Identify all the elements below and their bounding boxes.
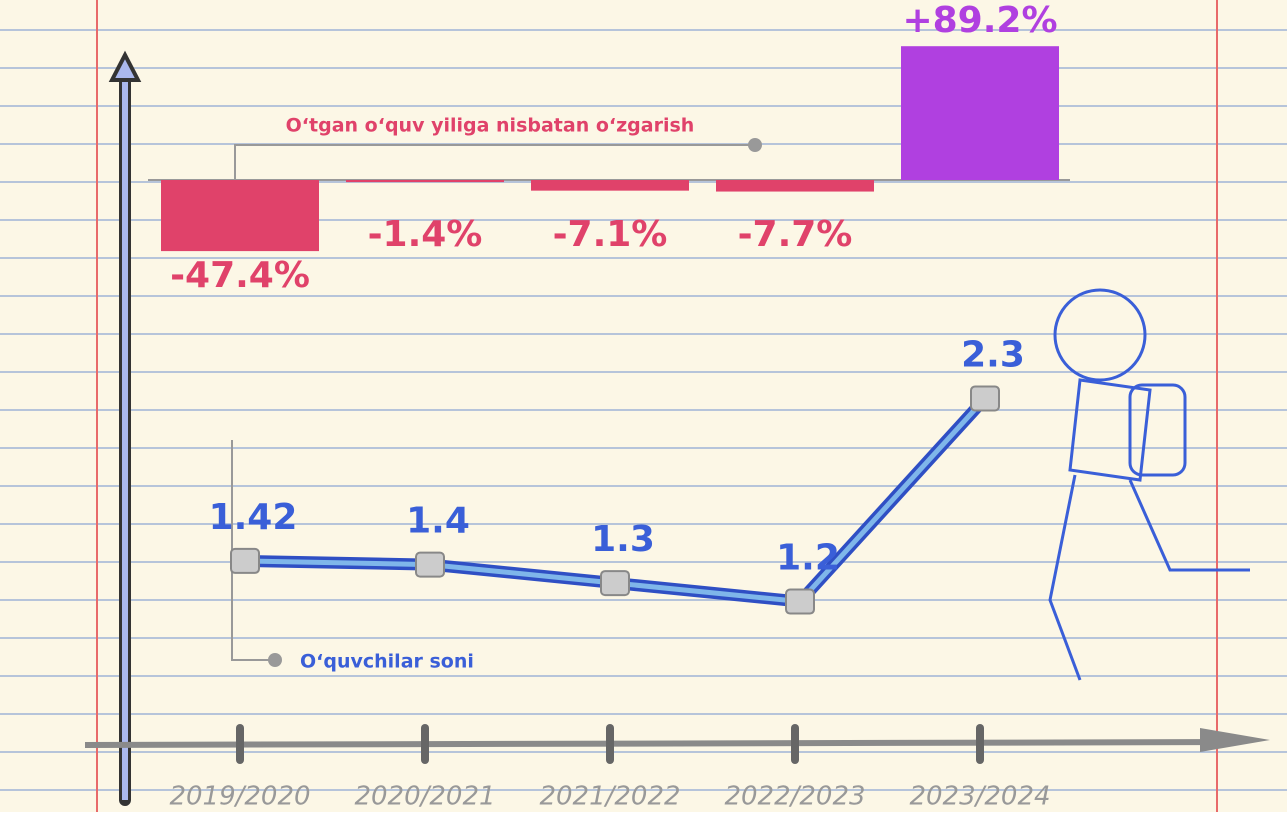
bar <box>346 180 504 183</box>
pencil-eraser <box>415 551 445 578</box>
legend-leader <box>234 144 755 180</box>
point-value-label: 2.3 <box>961 334 1025 375</box>
point-value-label: 1.3 <box>591 519 655 560</box>
point-value-label: 1.4 <box>406 501 470 542</box>
bar-value-label: -47.4% <box>170 255 310 296</box>
bar-value-label: -7.1% <box>553 214 668 255</box>
boy-sketch <box>1048 288 1250 681</box>
pencil-eraser <box>970 385 1000 412</box>
pencil-eraser <box>785 588 815 615</box>
bar <box>901 46 1059 181</box>
line-legend: O‘quvchilar soni <box>300 651 474 673</box>
bar-value-label: +89.2% <box>902 0 1057 41</box>
legend-dot <box>268 653 282 667</box>
x-tick-label: 2023/2024 <box>909 782 1050 812</box>
x-tick-label: 2020/2021 <box>354 782 495 812</box>
bar-legend: O‘tgan o‘quv yiliga nisbatan o‘zgarish <box>286 115 695 137</box>
point-value-label: 1.42 <box>209 497 298 538</box>
bar-value-label: -1.4% <box>368 214 483 255</box>
bar <box>531 180 689 191</box>
bar <box>161 180 319 252</box>
x-axis-arrow <box>1200 728 1270 752</box>
y-axis-arrow <box>108 50 142 82</box>
pencil-eraser <box>600 570 630 597</box>
pencil-eraser <box>230 547 260 574</box>
legend-dot <box>748 138 762 152</box>
x-tick-label: 2022/2023 <box>724 782 865 812</box>
bar-value-label: -7.7% <box>738 214 853 255</box>
legend-leader <box>231 440 275 661</box>
x-tick-label: 2019/2020 <box>169 782 310 812</box>
x-tick-label: 2021/2022 <box>539 782 680 812</box>
x-axis <box>84 739 1241 748</box>
bar <box>716 180 874 192</box>
point-value-label: 1.2 <box>776 538 840 579</box>
